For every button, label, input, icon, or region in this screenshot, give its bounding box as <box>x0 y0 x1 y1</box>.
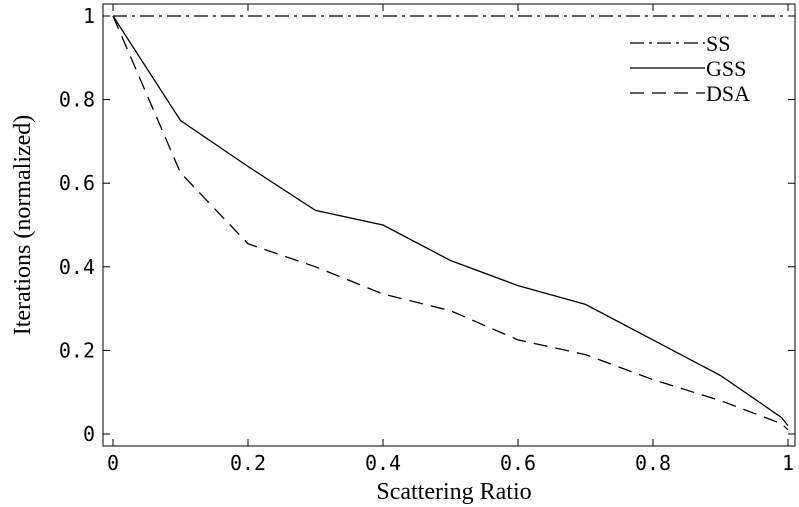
legend-label-dsa: DSA <box>706 81 750 106</box>
legend-label-ss: SS <box>706 31 730 56</box>
x-tick-label: 0.8 <box>635 451 671 475</box>
y-tick-label: 0.6 <box>59 171 95 195</box>
y-tick-label: 0 <box>83 422 95 446</box>
plot-frame <box>102 3 796 447</box>
x-tick-label: 0 <box>107 451 119 475</box>
legend-label-gss: GSS <box>706 56 746 81</box>
x-tick-label: 0.2 <box>230 451 266 475</box>
series-layer <box>112 15 789 431</box>
series-line-dsa <box>112 15 789 431</box>
y-tick-label: 0.2 <box>59 338 95 362</box>
x-tick-label: 1 <box>782 451 794 475</box>
x-tick-label: 0.4 <box>365 451 401 475</box>
y-axis-ticks: 0 0.2 0.4 0.6 0.8 1 <box>59 4 795 446</box>
y-tick-label: 0.8 <box>59 88 95 112</box>
x-axis-title: Scattering Ratio <box>376 479 531 505</box>
y-tick-label: 1 <box>83 4 95 28</box>
y-axis-title: Iterations (normalized) <box>10 115 36 336</box>
y-tick-label: 0.4 <box>59 255 95 279</box>
x-axis-ticks: 0 0.2 0.4 0.6 0.8 1 <box>107 4 794 475</box>
series-line-gss <box>112 15 789 427</box>
x-tick-label: 0.6 <box>500 451 536 475</box>
